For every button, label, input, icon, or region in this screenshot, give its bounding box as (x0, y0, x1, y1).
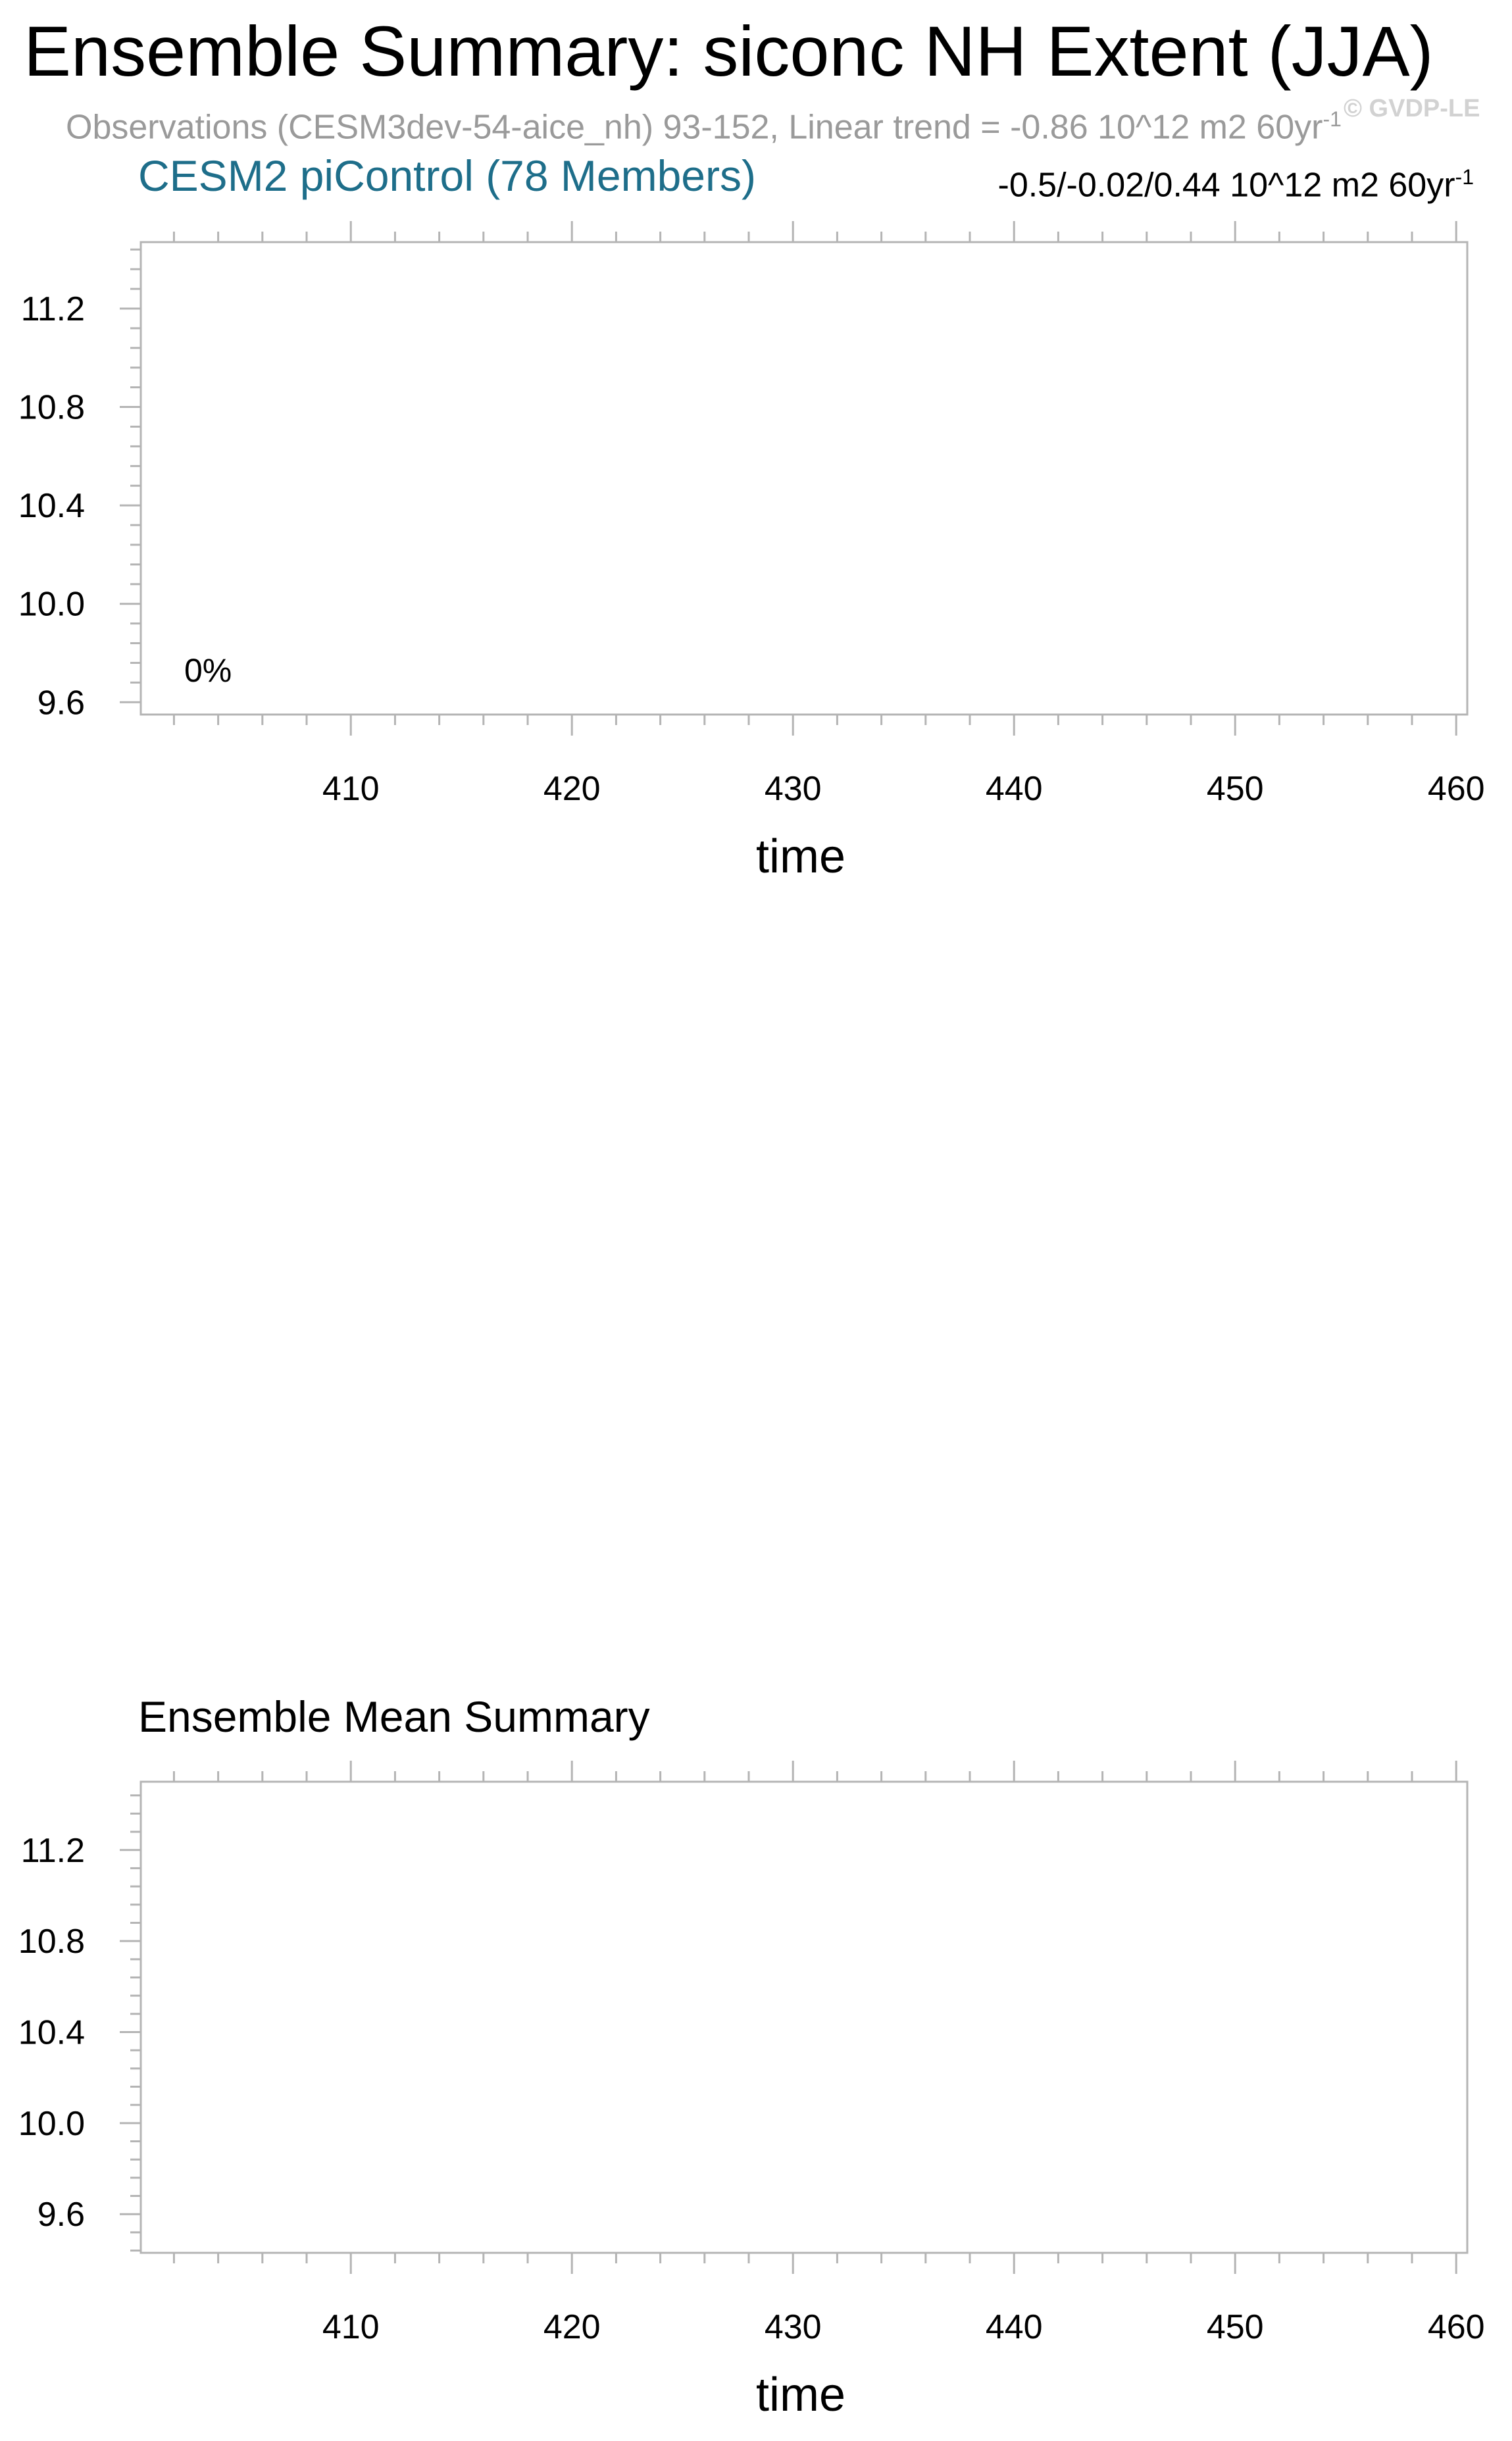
panel1-x-axis-title: time (756, 830, 845, 883)
panel1-plot: 410 420 430 440 450 460 9.6 10.0 10.4 10.8 11.2 tim… (18, 221, 1485, 883)
panel2-plot: 410 420 430 440 450 460 9.6 10.0 10.4 10.8 11.2 tim… (18, 1761, 1485, 2421)
panel2-x-tick-label: 460 (1428, 2308, 1485, 2346)
panel1-percent-label: 0% (184, 652, 232, 689)
panel1-trend-stats-text: -0.5/-0.02/0.44 10^12 m2 60yr (997, 166, 1455, 205)
panel1-x-tick-label: 440 (986, 770, 1043, 808)
panel1-trend-stats-exponent: -1 (1455, 165, 1474, 189)
panel1-y-tick-label: 9.6 (38, 684, 85, 722)
panel2-x-tick-label: 440 (986, 2308, 1043, 2346)
panel1-trend-stats: -0.5/-0.02/0.44 10^12 m2 60yr-1 (998, 157, 1474, 205)
observations-trend-text: Observations (CESM3dev-54-aice_nh) 93-15… (66, 108, 1323, 147)
observations-trend-exponent: -1 (1323, 107, 1342, 131)
panel2-y-tick-label: 11.2 (21, 1832, 85, 1870)
panel2-plot-frame (139, 1780, 1469, 2254)
panel2-title: Ensemble Mean Summary (138, 1692, 650, 1741)
panel2-y-tick-label: 10.4 (18, 2013, 85, 2051)
panel2-x-tick-label: 420 (543, 2308, 601, 2346)
panel1-x-tick-label: 450 (1207, 770, 1264, 808)
watermark-logo: © GVDP-LE (1344, 95, 1480, 122)
panel2-y-tick-label: 9.6 (38, 2196, 85, 2234)
panel1-title: CESM2 piControl (78 Members) (138, 151, 756, 200)
panel2-x-axis-title: time (756, 2369, 845, 2421)
figure-title: Ensemble Summary: siconc NH Extent (JJA) (24, 11, 1434, 91)
panel2-y-tick-label: 10.0 (18, 2105, 85, 2143)
panel2-x-tick-label: 430 (765, 2308, 822, 2346)
panel2-x-tick-label: 450 (1207, 2308, 1264, 2346)
panel2-y-tick-label: 10.8 (18, 1923, 85, 1961)
panel1-y-tick-label: 10.4 (18, 487, 85, 525)
panel1-x-tick-label: 460 (1428, 770, 1485, 808)
panel1-y-tick-label: 10.0 (18, 586, 85, 624)
observations-trend-line: Observations (CESM3dev-54-aice_nh) 93-15… (66, 99, 1342, 147)
panel1-x-tick-label: 430 (765, 770, 822, 808)
panel2-x-tick-label: 410 (322, 2308, 380, 2346)
panel1-x-tick-label: 410 (322, 770, 380, 808)
panel1-plot-frame (139, 241, 1469, 716)
panel1-y-tick-label: 10.8 (18, 389, 85, 427)
panel1-x-tick-label: 420 (543, 770, 601, 808)
panel1-y-tick-label: 11.2 (21, 290, 85, 328)
